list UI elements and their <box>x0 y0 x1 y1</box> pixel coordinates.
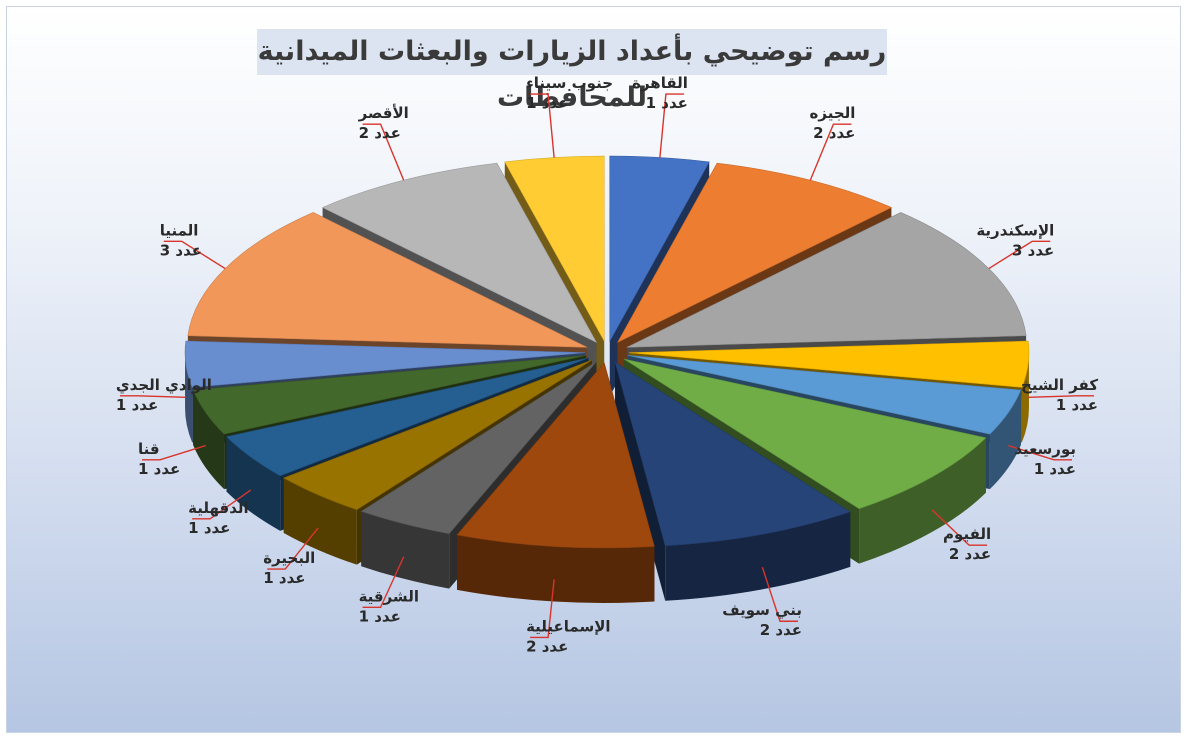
slice-count-label: عدد 2 <box>526 637 568 655</box>
leader-line <box>761 567 799 622</box>
leader-line <box>362 556 405 609</box>
slice-side <box>1021 352 1029 443</box>
slice-label: الأقصر <box>358 104 409 122</box>
leader-line <box>659 93 684 158</box>
chart-frame: رسم توضيحي بأعداد الزيارات والبعثات المي… <box>6 6 1181 733</box>
slice-label: الفيوم <box>943 525 991 543</box>
slice-count-label: عدد 1 <box>188 519 230 537</box>
slice-count-label: عدد 1 <box>526 94 568 112</box>
leader-line <box>362 123 405 181</box>
slice-count-label: عدد 3 <box>160 241 202 259</box>
slice-label: الجيزه <box>810 104 856 122</box>
pie-labels: القاهرة عدد 1 الجيزه عدد 2 الإسكندرية عدد 3 كف… <box>116 74 1098 655</box>
pie-chart: القاهرة عدد 1 الجيزه عدد 2 الإسكندرية عدد 3 كف… <box>116 74 1098 655</box>
leader-line <box>142 444 206 461</box>
slice-label: الإسماعيلية <box>526 617 610 635</box>
leader-line <box>119 395 186 399</box>
leader-line <box>809 123 852 181</box>
pie-slice <box>609 155 710 343</box>
slice-label: الشرقية <box>359 587 419 605</box>
slice-count-label: عدد 1 <box>138 460 180 478</box>
slice-count-label: عدد 3 <box>1012 241 1054 259</box>
slice-label: البحيرة <box>263 549 315 567</box>
leader-line <box>267 527 319 570</box>
slice-count-label: عدد 1 <box>1034 460 1076 478</box>
slice-label: الإسكندرية <box>976 221 1054 239</box>
pie-tops <box>184 155 1030 549</box>
pie-slice <box>504 155 605 343</box>
leader-line <box>931 509 988 546</box>
pie-slice <box>187 212 588 348</box>
slice-label: القاهرة <box>632 74 688 92</box>
slice-label: الدقهلية <box>188 499 249 517</box>
slice-label: بني سويف <box>722 601 802 619</box>
slice-label: جنوب سيناء <box>526 74 613 92</box>
slice-count-label: عدد 1 <box>116 396 158 414</box>
pie-slice <box>628 340 1030 388</box>
pie-slice <box>623 358 987 510</box>
leader-line <box>530 579 555 639</box>
leader-line <box>988 240 1051 270</box>
slice-count-label: عدد 1 <box>359 607 401 625</box>
slice-label: قنا <box>138 440 160 458</box>
pie-slice <box>626 212 1027 348</box>
slice-label: كفر الشيخ <box>1021 376 1098 394</box>
pie-slice <box>184 340 586 388</box>
slice-side <box>185 352 193 443</box>
slice-side <box>989 390 1021 490</box>
slice-side <box>283 477 357 565</box>
slice-count-label: عدد 2 <box>359 124 401 142</box>
slice-side <box>859 437 986 564</box>
pie-slice <box>616 162 893 344</box>
pie-slice <box>360 361 597 534</box>
slice-side <box>361 511 450 589</box>
leader-line <box>530 93 555 158</box>
slice-label: بورسعيد <box>1014 440 1076 458</box>
pie-slice <box>225 357 589 477</box>
slice-side <box>193 390 225 490</box>
pie-slice <box>321 162 598 344</box>
slice-count-label: عدد 2 <box>949 545 991 563</box>
leader-line <box>1028 395 1095 399</box>
slice-side <box>456 534 655 603</box>
slice-label: المنيا <box>160 221 199 239</box>
slice-count-label: عدد 1 <box>646 94 688 112</box>
pie-slice <box>456 362 655 549</box>
slice-count-label: عدد 2 <box>813 124 855 142</box>
pie-slice <box>627 355 1022 435</box>
pie-slice <box>283 359 593 511</box>
leader-line <box>192 489 252 520</box>
pie-slice <box>192 355 587 435</box>
slice-count-label: عدد 1 <box>1056 396 1098 414</box>
slice-count-label: عدد 1 <box>263 569 305 587</box>
leader-line <box>1008 444 1072 461</box>
slice-side <box>665 511 851 601</box>
slice-label: الوادي الجدي <box>116 376 212 395</box>
chart-title: رسم توضيحي بأعداد الزيارات والبعثات المي… <box>257 29 887 113</box>
leader-line <box>163 240 226 270</box>
pie-slice <box>614 361 851 547</box>
slice-side <box>226 436 281 531</box>
slice-count-label: عدد 2 <box>760 621 802 639</box>
